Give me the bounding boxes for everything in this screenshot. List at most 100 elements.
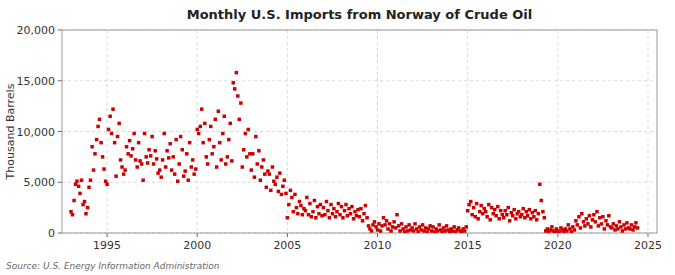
point bbox=[511, 214, 515, 218]
point bbox=[382, 216, 386, 220]
point bbox=[576, 223, 580, 227]
point bbox=[286, 216, 290, 220]
x-tick-label: 2020 bbox=[544, 239, 572, 252]
point bbox=[476, 217, 480, 221]
point bbox=[92, 168, 96, 172]
point bbox=[612, 222, 616, 226]
point bbox=[499, 209, 503, 213]
point bbox=[619, 225, 623, 229]
point bbox=[443, 229, 447, 233]
point bbox=[75, 179, 79, 183]
point bbox=[281, 185, 285, 189]
point bbox=[484, 210, 488, 214]
point bbox=[183, 169, 187, 173]
point bbox=[416, 230, 420, 233]
point bbox=[413, 222, 417, 226]
point bbox=[272, 179, 276, 183]
point bbox=[242, 148, 246, 152]
point bbox=[430, 229, 434, 233]
point bbox=[122, 172, 126, 176]
point bbox=[607, 214, 611, 218]
point bbox=[624, 227, 628, 231]
point bbox=[537, 212, 541, 216]
point bbox=[543, 216, 547, 220]
point bbox=[496, 205, 500, 209]
point bbox=[113, 141, 117, 145]
point bbox=[600, 222, 604, 226]
x-tick-label: 2010 bbox=[364, 239, 392, 252]
point bbox=[259, 178, 263, 182]
point bbox=[361, 219, 365, 223]
point bbox=[374, 225, 378, 229]
point bbox=[404, 225, 408, 229]
point bbox=[93, 152, 97, 156]
point bbox=[313, 199, 317, 203]
point bbox=[340, 205, 344, 209]
y-tick-label: 15,000 bbox=[17, 75, 56, 88]
x-grid-line bbox=[557, 30, 558, 233]
point bbox=[144, 155, 148, 159]
point bbox=[287, 203, 291, 207]
point bbox=[558, 230, 562, 233]
point bbox=[520, 213, 524, 217]
point bbox=[341, 216, 345, 220]
point bbox=[514, 217, 518, 221]
point bbox=[407, 223, 411, 227]
point bbox=[445, 224, 449, 228]
point bbox=[179, 135, 183, 139]
point bbox=[209, 125, 213, 129]
point bbox=[343, 209, 347, 213]
point bbox=[388, 222, 392, 226]
point bbox=[571, 225, 575, 229]
point bbox=[589, 225, 593, 229]
x-grid-line bbox=[647, 30, 648, 233]
point bbox=[463, 229, 467, 233]
point bbox=[201, 141, 205, 145]
point bbox=[123, 168, 127, 172]
point bbox=[77, 185, 81, 189]
point bbox=[230, 159, 234, 163]
y-grid-line bbox=[62, 182, 657, 183]
point bbox=[606, 223, 610, 227]
point bbox=[373, 220, 377, 224]
point bbox=[521, 207, 525, 211]
point bbox=[403, 230, 407, 233]
point bbox=[191, 158, 195, 162]
y-tick-label: 20,000 bbox=[17, 24, 56, 37]
point bbox=[275, 175, 279, 179]
point bbox=[159, 175, 163, 179]
point bbox=[371, 223, 375, 227]
point bbox=[199, 125, 203, 129]
point bbox=[380, 224, 384, 228]
point bbox=[633, 225, 637, 229]
point bbox=[108, 115, 112, 119]
point bbox=[158, 168, 162, 172]
point bbox=[140, 162, 144, 166]
point bbox=[616, 227, 620, 231]
x-tick bbox=[377, 233, 378, 237]
point bbox=[604, 219, 608, 223]
point bbox=[466, 209, 470, 213]
point bbox=[277, 190, 281, 194]
point bbox=[135, 165, 139, 169]
point bbox=[526, 214, 530, 218]
point bbox=[479, 204, 483, 208]
point bbox=[525, 210, 529, 214]
point bbox=[410, 226, 414, 230]
point bbox=[105, 183, 109, 187]
point bbox=[331, 212, 335, 216]
point bbox=[214, 118, 218, 122]
point bbox=[418, 225, 422, 229]
x-tick-label: 1995 bbox=[93, 239, 121, 252]
point bbox=[226, 155, 230, 159]
point bbox=[155, 157, 159, 161]
point bbox=[585, 217, 589, 221]
point bbox=[260, 165, 264, 169]
y-grid-line bbox=[62, 80, 657, 81]
point bbox=[385, 219, 389, 223]
point bbox=[241, 165, 245, 169]
source: Source: U.S. Energy Information Administ… bbox=[6, 261, 220, 271]
point bbox=[310, 215, 314, 219]
point bbox=[236, 94, 240, 98]
point bbox=[89, 178, 93, 182]
